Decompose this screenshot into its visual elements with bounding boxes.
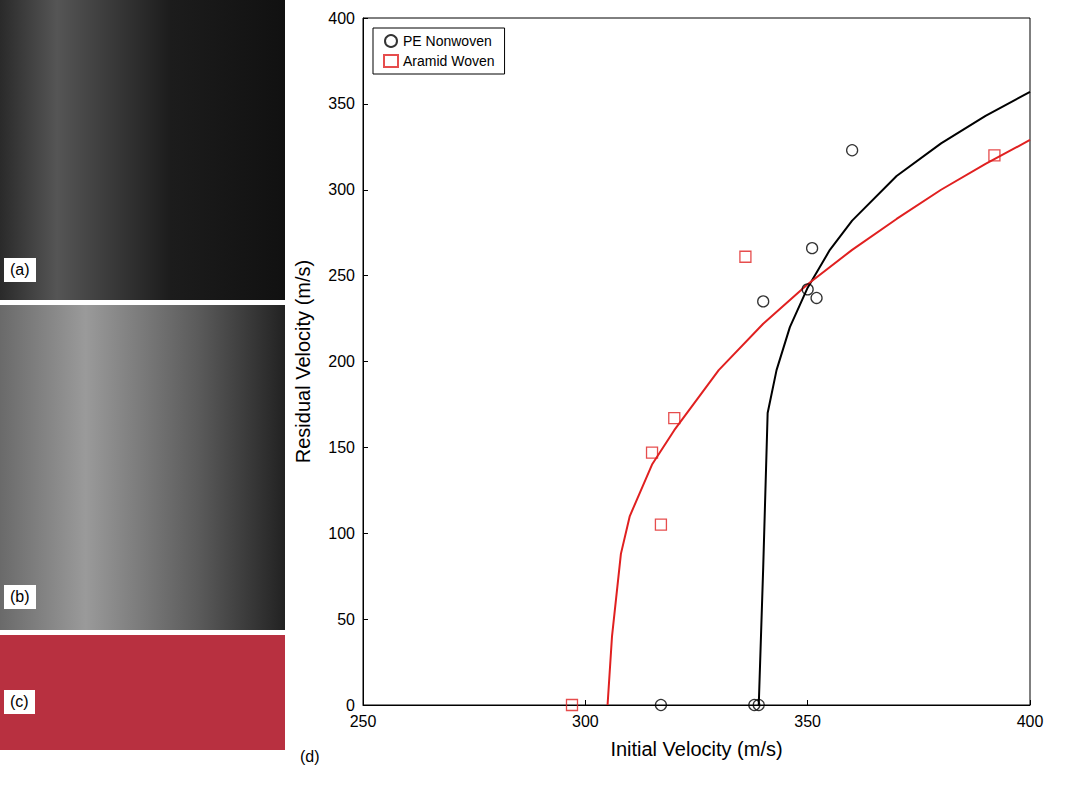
- html-text:(a): (a): [10, 261, 30, 278]
- svg-text:150: 150: [328, 439, 355, 456]
- html-text:(b): (b): [10, 588, 30, 605]
- svg-text:Residual Velocity (m/s): Residual Velocity (m/s): [292, 260, 314, 463]
- svg-text:200: 200: [328, 353, 355, 370]
- svg-text:350: 350: [328, 95, 355, 112]
- svg-text:Initial Velocity (m/s): Initial Velocity (m/s): [610, 738, 782, 760]
- svg-text:100: 100: [328, 525, 355, 542]
- svg-text:400: 400: [328, 10, 355, 27]
- svg-text:300: 300: [328, 181, 355, 198]
- svg-text:50: 50: [337, 611, 355, 628]
- svg-text:350: 350: [794, 713, 821, 730]
- svg-text:Aramid Woven: Aramid Woven: [403, 53, 495, 69]
- html-text:(c): (c): [10, 693, 29, 710]
- svg-text:PE Nonwoven: PE Nonwoven: [403, 33, 492, 49]
- svg-text:250: 250: [350, 713, 377, 730]
- svg-text:300: 300: [572, 713, 599, 730]
- svg-text:250: 250: [328, 267, 355, 284]
- svg-text:0: 0: [346, 697, 355, 714]
- svg-text:400: 400: [1017, 713, 1044, 730]
- html-text:(d): (d): [300, 748, 320, 765]
